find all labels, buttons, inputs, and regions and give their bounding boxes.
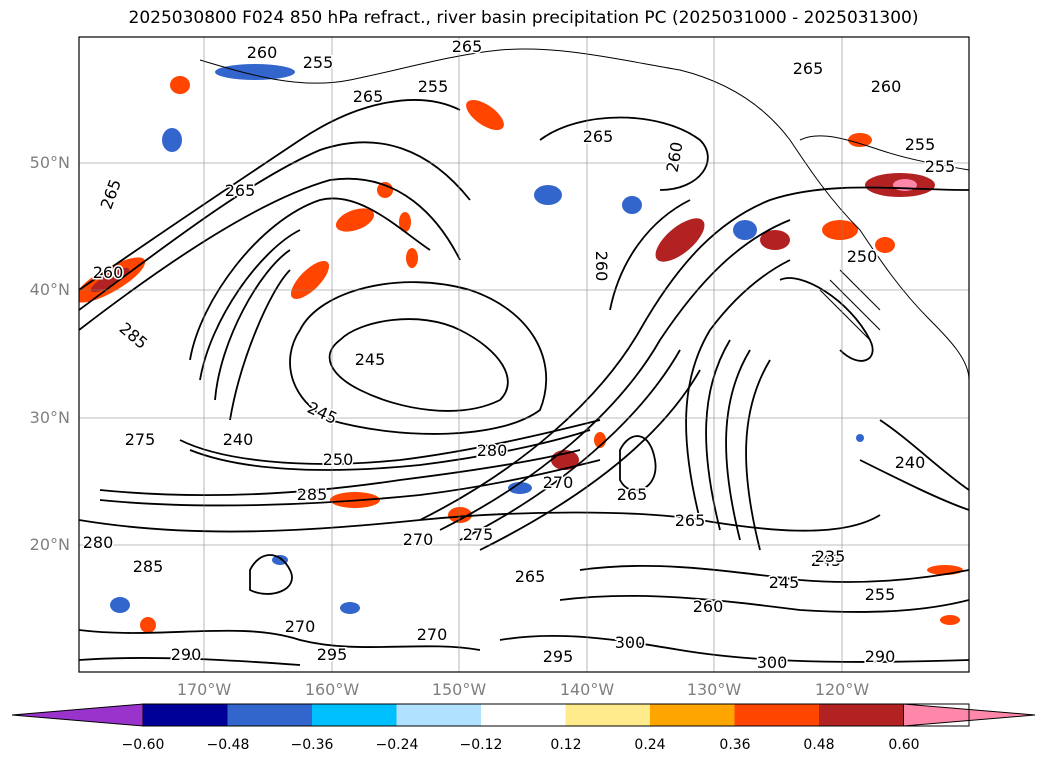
colorbar-tick: −0.36 — [290, 737, 334, 753]
lon-label-120w: 120°W — [814, 680, 870, 699]
colorbar-cell — [312, 704, 397, 726]
contour-label: 260 — [693, 597, 724, 616]
contour-label: 250 — [847, 247, 878, 266]
lon-label-150w: 150°W — [431, 680, 487, 699]
lon-label-140w: 140°W — [559, 680, 615, 699]
colorbar-cell — [481, 704, 566, 726]
contour-label: 295 — [543, 647, 574, 666]
contour-label: 280 — [83, 533, 114, 552]
contour-label: 265 — [617, 485, 648, 504]
contour-label: 270 — [285, 617, 316, 636]
colorbar-tick: −0.24 — [375, 737, 419, 753]
colorbar-tick: −0.48 — [206, 737, 250, 753]
contour-label: 265 — [353, 87, 384, 106]
lon-label-170w: 170°W — [176, 680, 232, 699]
lat-lon-grid — [79, 37, 969, 672]
colorbar-tick: 0.36 — [719, 737, 751, 753]
colorbar-cell — [565, 704, 651, 726]
contour-label: 290 — [865, 647, 896, 666]
colorbar-cell — [396, 704, 482, 726]
contour-label: 300 — [615, 633, 646, 652]
contour-label: 240 — [223, 430, 254, 449]
contour-label: 260 — [871, 77, 902, 96]
lat-label-50n: 50°N — [29, 153, 70, 172]
contour-label: 290 — [171, 645, 202, 664]
colorbar — [11, 703, 1036, 727]
contour-labels: 260 255 265 255 265 265 260 265 260 255 265 265 260 2… — [81, 37, 957, 672]
colorbar-extend-low — [11, 703, 144, 727]
colorbar-tick: 0.24 — [634, 737, 666, 753]
contour-label: 285 — [297, 485, 328, 504]
lat-label-20n: 20°N — [29, 535, 70, 554]
colorbar-cell — [143, 704, 228, 726]
map-title: 2025030800 F024 850 hPa refract., river … — [128, 8, 919, 28]
contour-label: 250 — [323, 450, 354, 469]
contour-label: 265 — [583, 127, 614, 146]
contour-label: 245 — [769, 573, 800, 592]
contour-label: 240 — [895, 453, 926, 472]
lon-label-160w: 160°W — [304, 680, 360, 699]
contour-label: 235 — [815, 547, 846, 566]
colorbar-cell — [650, 704, 735, 726]
precip-shading — [79, 64, 963, 633]
colorbar-cell — [734, 704, 820, 726]
colorbar-tick: 0.60 — [888, 737, 920, 753]
colorbar-cell — [227, 704, 313, 726]
contour-label: 265 — [515, 567, 546, 586]
contour-label: 265 — [793, 59, 824, 78]
contour-label: 285 — [133, 557, 164, 576]
lon-label-130w: 130°W — [686, 680, 742, 699]
contour-label: 265 — [675, 511, 706, 530]
contour-label: 260 — [247, 43, 278, 62]
contour-label: 260 — [592, 251, 611, 282]
contour-label: 255 — [418, 77, 449, 96]
contour-label: 300 — [757, 653, 788, 672]
contour-label: 295 — [317, 645, 348, 664]
contour-label: 270 — [543, 473, 574, 492]
contour-label: 245 — [355, 350, 386, 369]
contour-label: 255 — [865, 585, 896, 604]
lat-label-30n: 30°N — [29, 408, 70, 427]
colorbar-tick: −0.12 — [459, 737, 503, 753]
contour-label: 275 — [125, 430, 156, 449]
colorbar-cell — [819, 704, 904, 726]
colorbar-tick: 0.48 — [803, 737, 835, 753]
contour-label: 275 — [463, 525, 494, 544]
colorbar-tick: −0.60 — [121, 737, 165, 753]
contour-label: 270 — [403, 530, 434, 549]
contour-label: 265 — [225, 181, 256, 200]
colorbar-tick: 0.12 — [550, 737, 582, 753]
contour-label: 270 — [417, 625, 448, 644]
contour-label: 260 — [93, 263, 124, 282]
contour-label: 280 — [477, 441, 508, 460]
contour-label: 255 — [925, 157, 956, 176]
contour-label: 245 — [811, 551, 842, 570]
refractivity-contours — [79, 99, 969, 666]
contour-label: 255 — [905, 135, 936, 154]
lat-label-40n: 40°N — [29, 280, 70, 299]
contour-label: 255 — [303, 53, 334, 72]
contour-label: 265 — [452, 37, 483, 56]
